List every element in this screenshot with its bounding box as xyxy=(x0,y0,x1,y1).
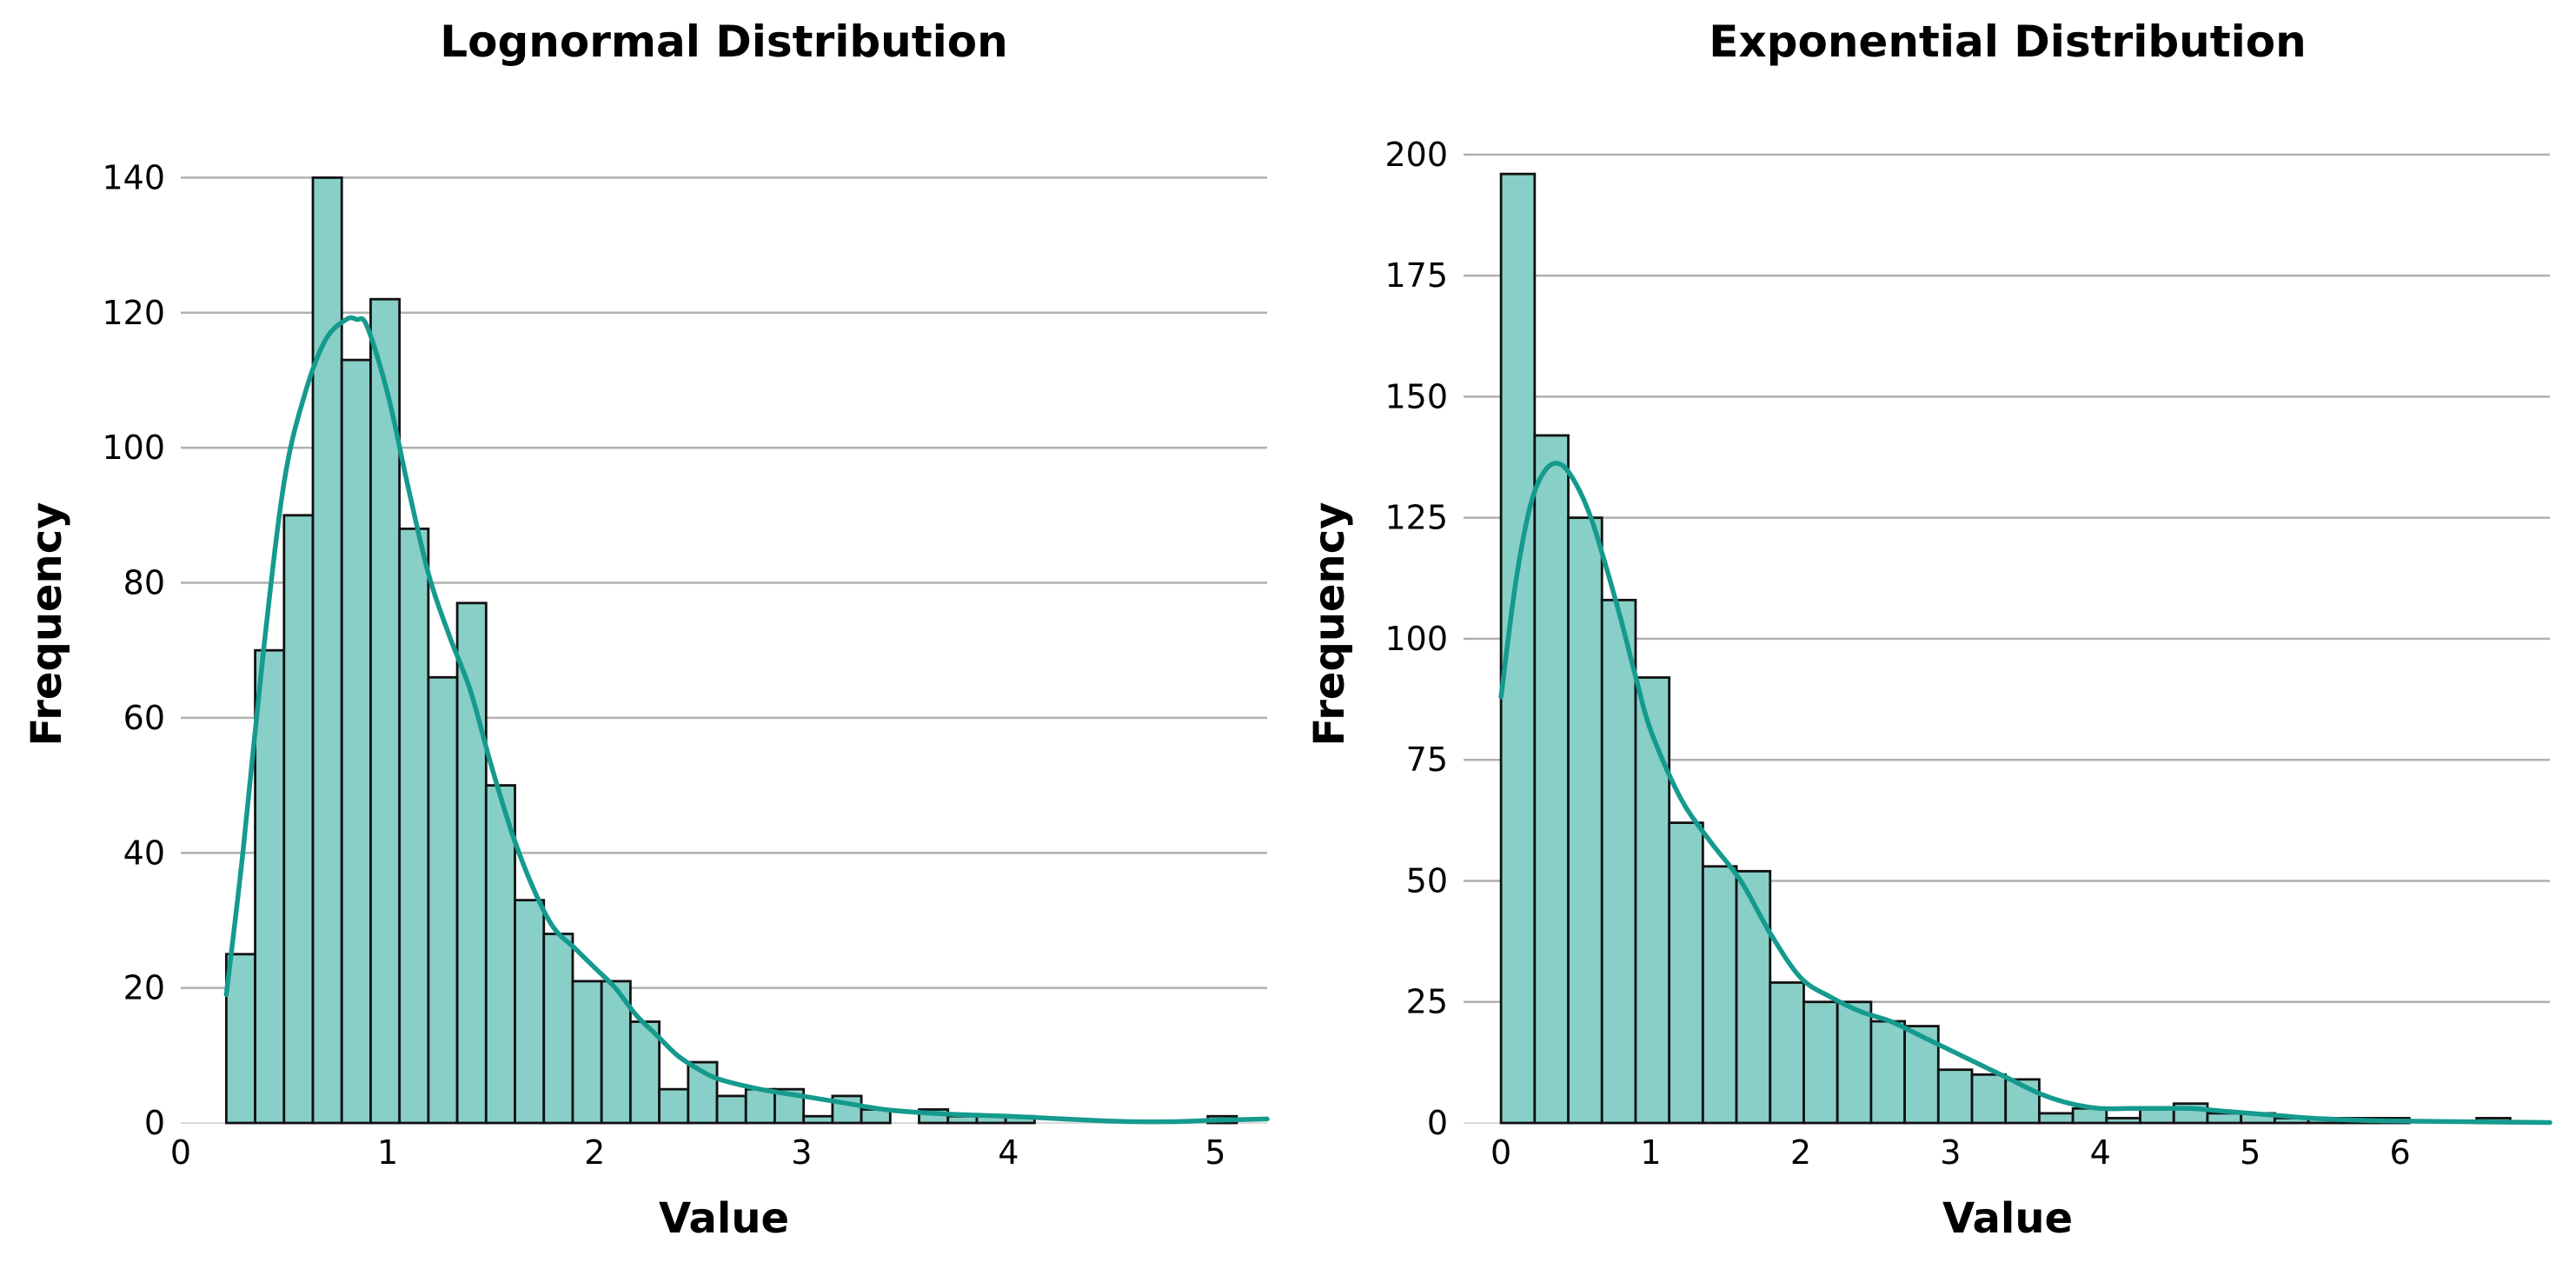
x-tick-label: 5 xyxy=(1205,1133,1225,1172)
y-axis-label: Frequency xyxy=(1305,502,1354,747)
x-tick-label: 3 xyxy=(791,1133,812,1172)
histogram-bar xyxy=(1803,1000,1839,1125)
x-tick-label: 6 xyxy=(2389,1133,2410,1172)
histogram-bar xyxy=(369,297,402,1125)
histogram-bar xyxy=(658,1087,690,1125)
y-tick-label: 0 xyxy=(144,1104,165,1142)
x-tick-label: 1 xyxy=(377,1133,398,1172)
histogram-bar xyxy=(398,527,430,1125)
histogram-bar xyxy=(514,899,546,1125)
y-tick-label: 125 xyxy=(1384,499,1448,537)
histogram-bar xyxy=(1836,1000,1873,1125)
histogram-bar xyxy=(427,675,459,1125)
y-axis-label: Frequency xyxy=(23,502,71,747)
y-tick-label: 50 xyxy=(1406,861,1448,900)
y-tick-label: 20 xyxy=(123,969,165,1007)
histogram-bar xyxy=(1668,821,1704,1125)
x-tick-label: 3 xyxy=(1940,1133,1961,1172)
x-tick-label: 0 xyxy=(170,1133,191,1172)
histogram-bar xyxy=(571,980,603,1125)
x-tick-label: 4 xyxy=(2090,1133,2111,1172)
histogram-bar xyxy=(2038,1112,2075,1125)
histogram-bar xyxy=(311,176,343,1125)
histogram-bar xyxy=(628,1020,661,1125)
exponential-panel: Exponential Distribution Value Frequency… xyxy=(1305,17,2553,1243)
histogram-bar xyxy=(2105,1117,2141,1125)
chart-title: Exponential Distribution xyxy=(1709,17,2306,67)
x-axis-label: Value xyxy=(1942,1194,2073,1243)
y-tick-label: 200 xyxy=(1384,136,1448,174)
x-tick-label: 1 xyxy=(1640,1133,1661,1172)
histogram-bar xyxy=(1936,1068,1974,1125)
y-tick-label: 140 xyxy=(102,158,165,196)
lognormal-panel: Lognormal Distribution Value Frequency 0… xyxy=(23,17,1270,1243)
histogram-bar xyxy=(1701,865,1738,1125)
x-tick-label: 4 xyxy=(998,1133,1019,1172)
y-tick-label: 150 xyxy=(1384,377,1448,415)
histogram-bar xyxy=(1600,598,1637,1125)
histogram-bar xyxy=(224,953,256,1125)
histogram-bar xyxy=(1634,676,1671,1125)
y-tick-label: 60 xyxy=(123,699,165,737)
histogram-bar xyxy=(802,1114,834,1125)
x-axis-label: Value xyxy=(659,1194,789,1243)
histogram-bar xyxy=(1769,981,1805,1125)
chart-title: Lognormal Distribution xyxy=(440,17,1007,67)
histogram-bar xyxy=(744,1087,776,1125)
histogram-bar xyxy=(484,784,516,1125)
histogram-bar xyxy=(340,358,372,1125)
y-tick-label: 100 xyxy=(1384,620,1448,658)
histogram-bar xyxy=(254,648,286,1125)
histogram-bar xyxy=(1970,1073,2008,1125)
y-tick-label: 120 xyxy=(102,294,165,332)
y-tick-label: 40 xyxy=(123,834,165,872)
y-tick-label: 0 xyxy=(1427,1104,1448,1142)
kde-line xyxy=(223,315,1270,1125)
histogram-bar xyxy=(1869,1020,1906,1125)
histogram-bar xyxy=(1533,434,1570,1125)
y-tick-label: 100 xyxy=(102,429,165,467)
histogram-bar xyxy=(1735,869,1772,1125)
x-tick-label: 2 xyxy=(1790,1133,1811,1172)
y-tick-label: 80 xyxy=(123,564,165,602)
y-tick-label: 75 xyxy=(1406,741,1448,779)
histogram-bar xyxy=(1567,516,1603,1125)
kde-line xyxy=(1498,461,2553,1126)
x-tick-label: 0 xyxy=(1490,1133,1511,1172)
x-tick-label: 5 xyxy=(2240,1133,2261,1172)
histogram-bar xyxy=(2206,1112,2243,1125)
y-tick-label: 175 xyxy=(1384,256,1448,295)
histogram-bar xyxy=(687,1060,719,1125)
x-tick-label: 2 xyxy=(584,1133,605,1172)
histogram-bar xyxy=(455,601,488,1125)
histogram-bar xyxy=(542,933,574,1125)
y-tick-label: 25 xyxy=(1406,983,1448,1021)
histogram-bar xyxy=(715,1094,747,1125)
histogram-bar xyxy=(282,514,315,1125)
